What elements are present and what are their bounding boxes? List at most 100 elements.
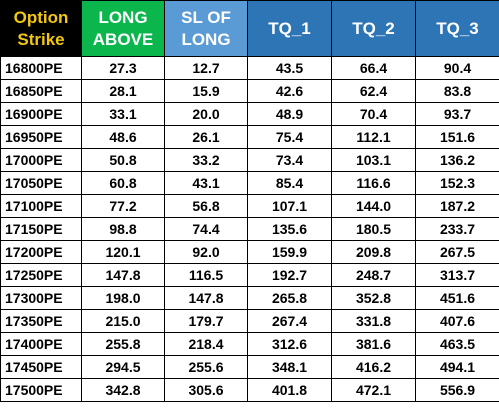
long-above-cell: 342.8 [81,378,165,402]
header-tq-2: TQ_2 [331,0,416,57]
sl-of-long-cell: 20.0 [164,102,248,126]
tq-3-cell: 151.6 [415,125,499,149]
tq-1-cell: 73.4 [247,148,332,172]
option-strike-cell: 17050PE [0,171,82,195]
table-row: 17450PE 294.5 255.6 348.1 416.2 494.1 [0,355,499,379]
tq-3-cell: 152.3 [415,171,499,195]
option-strike-cell: 17300PE [0,286,82,310]
header-tq-3: TQ_3 [415,0,499,57]
tq-1-cell: 348.1 [247,355,332,379]
long-above-cell: 48.6 [81,125,165,149]
option-strike-cell: 17200PE [0,240,82,264]
sl-of-long-cell: 255.6 [164,355,248,379]
tq-1-cell: 192.7 [247,263,332,287]
option-strike-cell: 16950PE [0,125,82,149]
table-row: 17100PE 77.2 56.8 107.1 144.0 187.2 [0,194,499,218]
tq-3-cell: 494.1 [415,355,499,379]
header-row: Option Strike LONG ABOVE SL OF LONG TQ_1… [0,0,499,57]
tq-1-cell: 75.4 [247,125,332,149]
option-strike-table: Option Strike LONG ABOVE SL OF LONG TQ_1… [0,0,499,402]
tq-2-cell: 416.2 [331,355,416,379]
sl-of-long-cell: 116.5 [164,263,248,287]
header-sl-of-long: SL OF LONG [164,0,248,57]
option-strike-cell: 17250PE [0,263,82,287]
tq-3-cell: 313.7 [415,263,499,287]
table-row: 17250PE 147.8 116.5 192.7 248.7 313.7 [0,263,499,287]
long-above-cell: 27.3 [81,56,165,80]
table-row: 17500PE 342.8 305.6 401.8 472.1 556.9 [0,378,499,402]
sl-of-long-cell: 15.9 [164,79,248,103]
table-row: 17000PE 50.8 33.2 73.4 103.1 136.2 [0,148,499,172]
tq-2-cell: 331.8 [331,309,416,333]
tq-2-cell: 381.6 [331,332,416,356]
table-row: 16900PE 33.1 20.0 48.9 70.4 93.7 [0,102,499,126]
option-strike-cell: 17500PE [0,378,82,402]
header-tq-1: TQ_1 [247,0,332,57]
option-strike-cell: 17400PE [0,332,82,356]
sl-of-long-cell: 147.8 [164,286,248,310]
option-strike-cell: 17100PE [0,194,82,218]
sl-of-long-cell: 33.2 [164,148,248,172]
sl-of-long-cell: 92.0 [164,240,248,264]
tq-2-cell: 66.4 [331,56,416,80]
header-tq-3-label: TQ_3 [436,18,479,38]
option-strike-cell: 16900PE [0,102,82,126]
header-long-above-line2: ABOVE [92,29,154,49]
tq-3-cell: 187.2 [415,194,499,218]
sl-of-long-cell: 43.1 [164,171,248,195]
tq-2-cell: 352.8 [331,286,416,310]
header-tq-2-label: TQ_2 [352,18,395,38]
tq-2-cell: 103.1 [331,148,416,172]
tq-1-cell: 267.4 [247,309,332,333]
long-above-cell: 294.5 [81,355,165,379]
long-above-cell: 215.0 [81,309,165,333]
tq-1-cell: 312.6 [247,332,332,356]
long-above-cell: 60.8 [81,171,165,195]
header-long-above-line1: LONG [98,7,148,27]
table-row: 17350PE 215.0 179.7 267.4 331.8 407.6 [0,309,499,333]
header-sl-of-long-line1: SL OF [181,7,231,27]
tq-2-cell: 70.4 [331,102,416,126]
tq-1-cell: 159.9 [247,240,332,264]
tq-2-cell: 180.5 [331,217,416,241]
tq-2-cell: 116.6 [331,171,416,195]
sl-of-long-cell: 218.4 [164,332,248,356]
tq-1-cell: 48.9 [247,102,332,126]
tq-2-cell: 144.0 [331,194,416,218]
long-above-cell: 50.8 [81,148,165,172]
table-row: 17150PE 98.8 74.4 135.6 180.5 233.7 [0,217,499,241]
table-row: 16950PE 48.6 26.1 75.4 112.1 151.6 [0,125,499,149]
sl-of-long-cell: 179.7 [164,309,248,333]
tq-1-cell: 85.4 [247,171,332,195]
header-option-strike-line1: Option [13,7,69,27]
table-body: 16800PE 27.3 12.7 43.5 66.4 90.4 16850PE 28.1 15… [0,56,499,402]
long-above-cell: 255.8 [81,332,165,356]
tq-2-cell: 209.8 [331,240,416,264]
tq-1-cell: 42.6 [247,79,332,103]
tq-1-cell: 401.8 [247,378,332,402]
header-sl-of-long-line2: LONG [181,29,231,49]
table-row: 17050PE 60.8 43.1 85.4 116.6 152.3 [0,171,499,195]
header-tq-1-label: TQ_1 [268,18,311,38]
tq-3-cell: 93.7 [415,102,499,126]
long-above-cell: 98.8 [81,217,165,241]
tq-2-cell: 248.7 [331,263,416,287]
option-strike-cell: 17150PE [0,217,82,241]
long-above-cell: 198.0 [81,286,165,310]
tq-3-cell: 267.5 [415,240,499,264]
tq-2-cell: 62.4 [331,79,416,103]
tq-3-cell: 463.5 [415,332,499,356]
table-row: 16800PE 27.3 12.7 43.5 66.4 90.4 [0,56,499,80]
option-strike-cell: 16800PE [0,56,82,80]
header-option-strike: Option Strike [0,0,82,57]
tq-1-cell: 135.6 [247,217,332,241]
long-above-cell: 77.2 [81,194,165,218]
sl-of-long-cell: 305.6 [164,378,248,402]
tq-3-cell: 451.6 [415,286,499,310]
header-option-strike-line2: Strike [17,29,65,49]
long-above-cell: 120.1 [81,240,165,264]
tq-1-cell: 43.5 [247,56,332,80]
tq-3-cell: 83.8 [415,79,499,103]
option-strike-cell: 17450PE [0,355,82,379]
long-above-cell: 33.1 [81,102,165,126]
